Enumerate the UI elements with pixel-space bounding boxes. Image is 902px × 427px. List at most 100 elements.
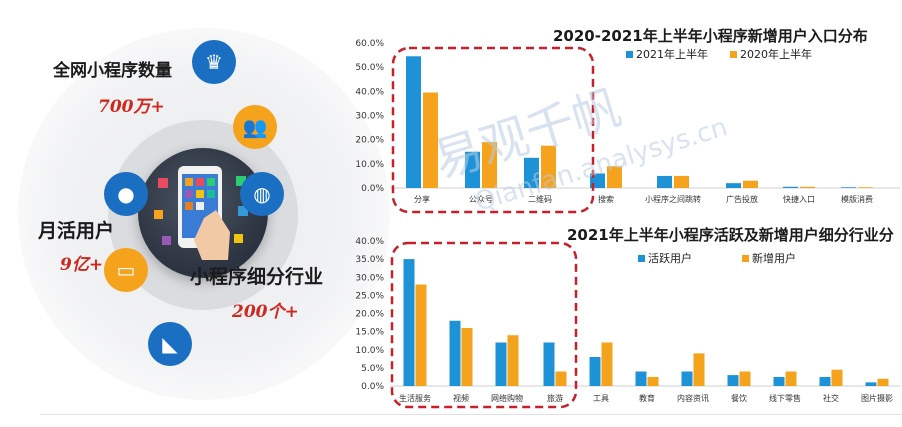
y-tick-label: 50.0% [355,63,384,73]
y-tick-label: 30.0% [355,112,384,122]
legend-swatch [730,51,737,58]
bar-series-a [495,342,507,386]
monthly-active-value: 9亿+ [60,255,104,275]
x-tick-label: 餐饮 [731,393,747,403]
highlight-box [391,46,595,214]
bar-series-b [647,376,659,386]
crown-icon: ♛ [192,40,236,84]
bar-series-a [465,151,480,188]
x-tick-label: 生活服务 [399,393,431,403]
bar-series-b [693,353,705,386]
chart-2-title: 2021年上半年小程序活跃及新增用户细分行业分 [567,226,894,244]
legend-label: 2021年上半年 [636,47,708,61]
x-tick-label: 分享 [414,194,430,204]
x-tick-label: 快捷入口 [783,194,815,204]
chart-trend-icon: ◣ [148,322,192,366]
x-tick-label: 广告投放 [726,194,758,204]
bar-series-a [681,371,693,386]
y-tick-label: 20.0% [355,136,384,146]
chat-icon: ● [104,172,148,216]
bar-series-b [785,371,797,386]
y-tick-label: 0.0% [361,184,384,194]
globe-icon: ◍ [240,172,284,216]
bar-series-a [727,375,739,386]
segments-value: 200个+ [232,302,299,322]
x-tick-label: 线下零售 [769,393,801,403]
bar-series-a [783,186,798,188]
x-tick-label: 二维码 [528,194,552,204]
x-tick-label: 模版消费 [841,194,873,204]
bar-series-b [461,328,473,386]
bar-series-b [507,335,519,386]
y-tick-label: 25.0% [355,291,384,301]
bar-series-a [819,376,831,386]
x-tick-label: 搜索 [598,194,614,204]
bar-series-b [831,369,843,386]
bar-series-a [657,175,672,188]
mini-program-count-value: 700万+ [98,97,165,117]
chart-1-title: 2020-2021年上半年小程序新增用户入口分布 [553,27,868,45]
bar-series-a [589,357,601,386]
bar-series-a [865,382,877,386]
bar-series-b [800,186,815,188]
bar-series-b [423,92,438,188]
bar-series-b [415,284,427,386]
bar-series-a [449,320,461,386]
y-tick-label: 20.0% [355,310,384,320]
y-tick-label: 60.0% [355,39,384,49]
bar-series-b [607,166,622,188]
x-tick-label: 视频 [453,393,469,403]
x-tick-label: 内容资讯 [677,393,709,403]
x-tick-label: 工具 [593,394,609,403]
users-icon: 👥 [233,105,277,149]
y-tick-label: 40.0% [355,237,384,247]
bar-series-b [858,187,873,188]
bar-series-a [543,342,555,386]
y-tick-label: 30.0% [355,273,384,283]
y-tick-label: 0.0% [361,382,384,392]
legend-label: 活跃用户 [648,251,692,265]
bar-series-b [674,175,689,188]
center-phone-illustration [138,148,268,278]
x-tick-label: 图片摄影 [861,393,893,403]
bar-series-a [406,56,421,188]
bar-series-b [877,378,889,386]
bar-series-b [555,371,567,386]
bottom-divider [40,414,902,415]
y-tick-label: 10.0% [355,160,384,170]
x-tick-label: 旅游 [547,393,563,403]
y-tick-label: 40.0% [355,87,384,97]
legend-swatch [626,51,633,58]
y-tick-label: 35.0% [355,255,384,265]
bar-series-a [726,183,741,188]
bar-series-b [541,145,556,188]
legend-swatch [638,255,645,262]
x-tick-label: 网络购物 [491,393,523,403]
x-tick-label: 社交 [823,393,839,403]
monthly-active-label: 月活用户 [38,220,115,242]
bar-series-a [841,187,856,188]
window-icon: ▭ [104,248,148,292]
phone-icon [154,166,248,260]
legend-swatch [742,255,749,262]
x-tick-label: 教育 [639,393,655,403]
bar-series-b [739,371,751,386]
bar-series-a [403,259,415,386]
highlight-box [390,241,578,409]
bar-series-b [601,342,613,386]
y-tick-label: 10.0% [355,346,384,356]
mini-program-count-label: 全网小程序数量 [53,61,172,81]
y-tick-label: 5.0% [361,364,384,374]
legend-label: 新增用户 [752,251,796,265]
bar-series-a [773,376,785,386]
bar-series-a [524,157,539,188]
x-tick-label: 公众号 [469,195,493,204]
bar-series-b [743,180,758,188]
y-tick-label: 15.0% [355,328,384,338]
x-tick-label: 小程序之间跳转 [645,194,701,204]
bar-series-a [635,371,647,386]
segments-label: 小程序细分行业 [190,266,324,288]
legend-label: 2020年上半年 [740,47,812,61]
